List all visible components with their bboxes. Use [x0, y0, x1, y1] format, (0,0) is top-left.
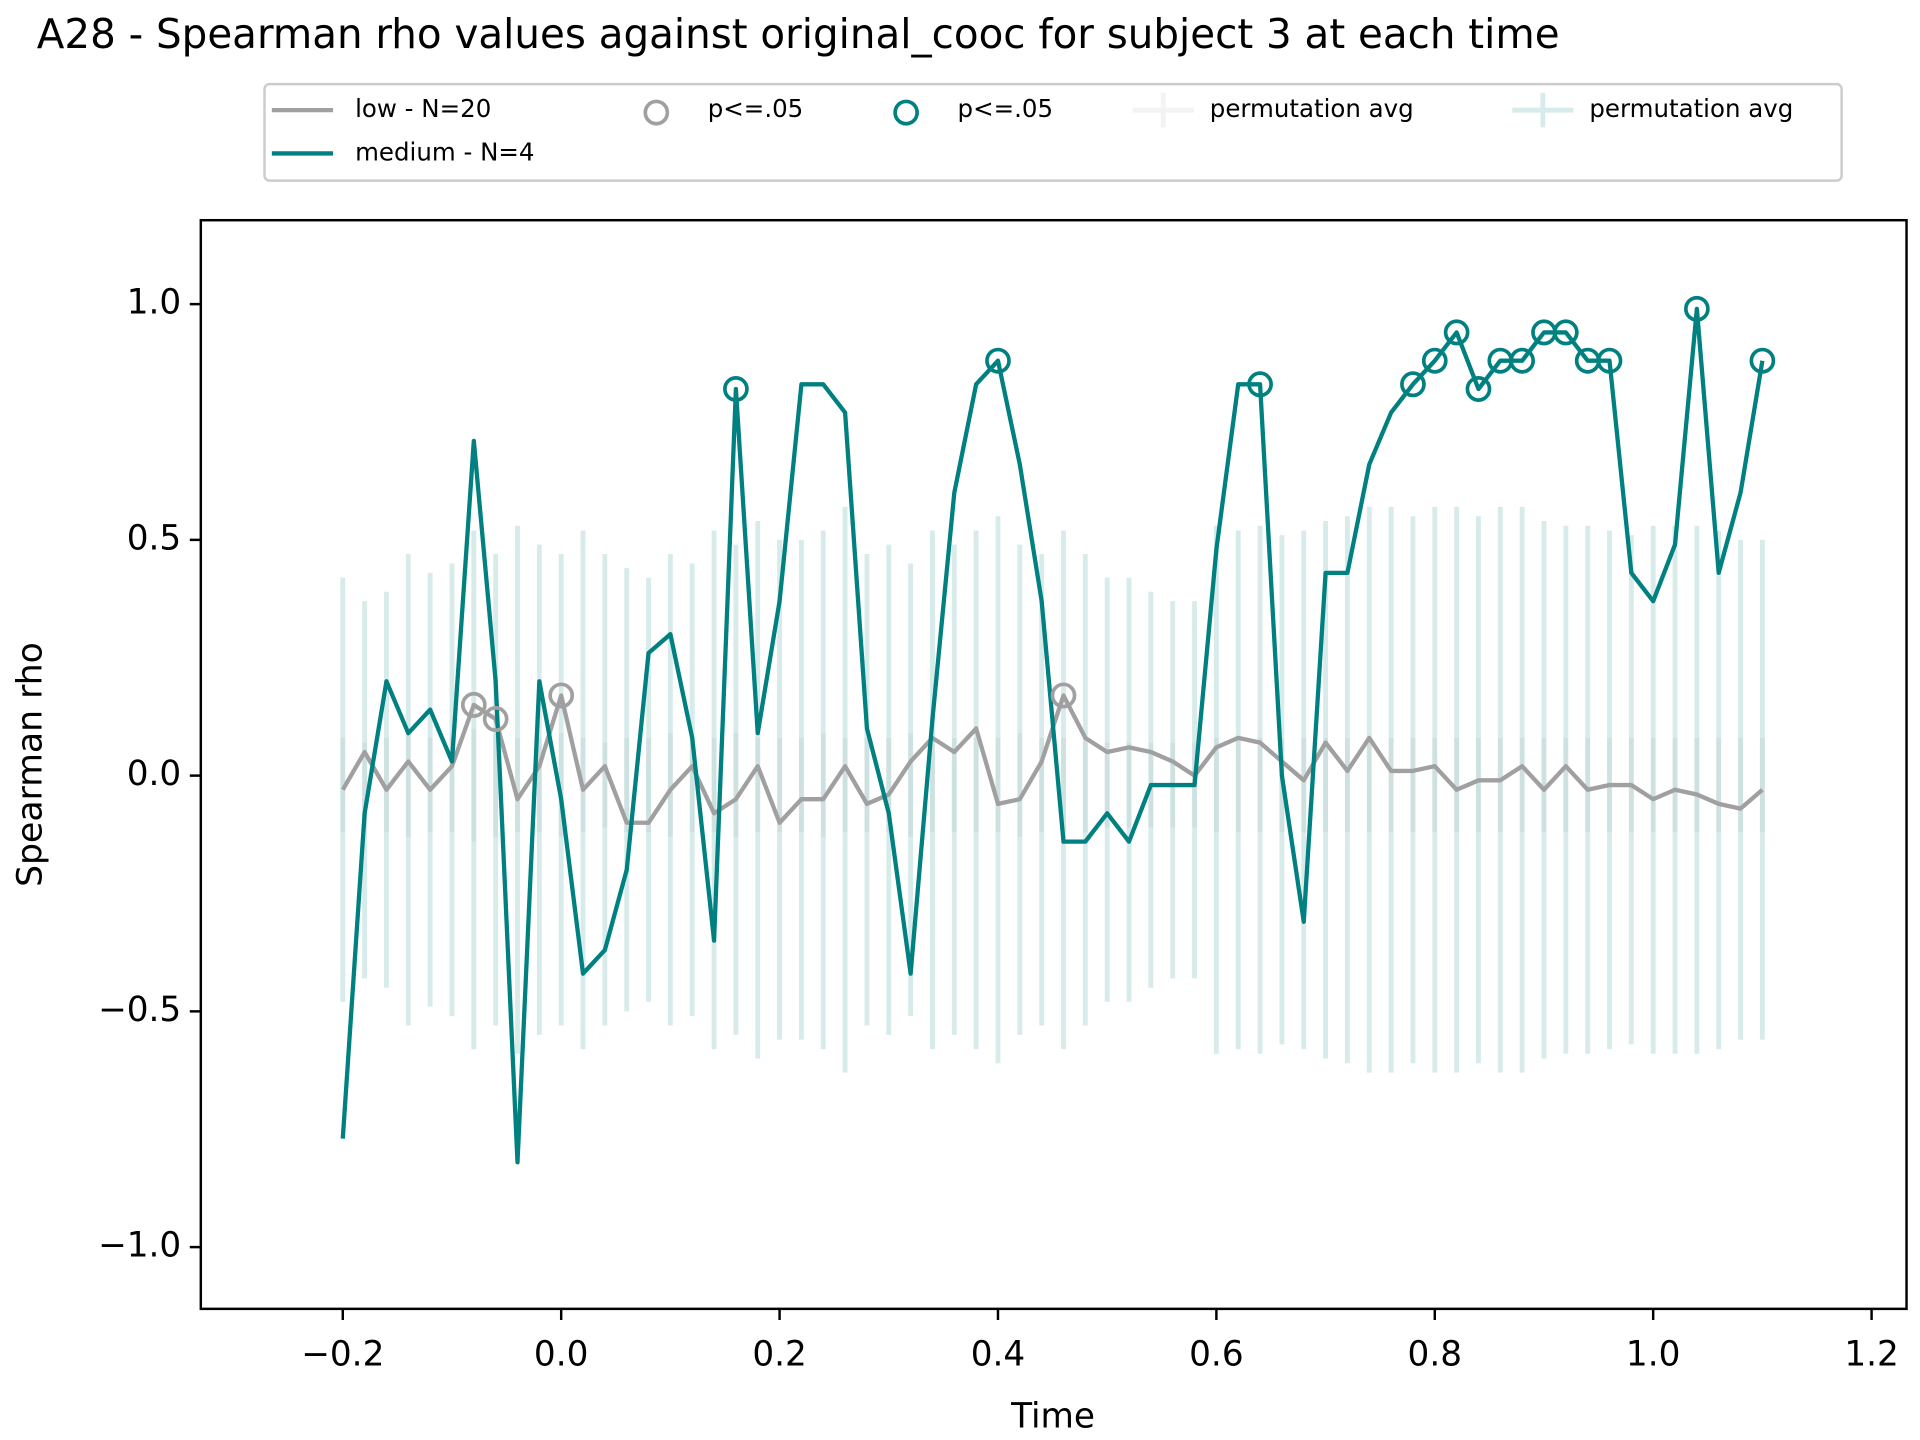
y-tick-label: −1.0 [98, 1225, 181, 1265]
significance-marker [1443, 319, 1470, 346]
legend-label: permutation avg [1589, 94, 1793, 123]
plot-area [340, 295, 1776, 1165]
x-axis-label: Time [1010, 1396, 1095, 1436]
significance-marker [1596, 347, 1623, 374]
x-tick-label: 1.2 [1844, 1334, 1899, 1374]
legend-label: permutation avg [1210, 94, 1414, 123]
errorbar-series [340, 728, 1765, 842]
legend-swatch [643, 99, 670, 126]
x-tick-label: 0.6 [1189, 1334, 1244, 1374]
y-tick-label: −0.5 [98, 990, 181, 1030]
y-tick-label: 0.5 [127, 518, 182, 558]
x-tick-label: 0.0 [534, 1334, 589, 1374]
legend-label: p<=.05 [958, 94, 1054, 123]
significance-marker [548, 682, 575, 709]
y-tick-label: 0.0 [127, 754, 182, 794]
significance-marker [482, 706, 509, 733]
chart-title: A28 - Spearman rho values against origin… [37, 10, 1560, 58]
x-tick-label: 0.8 [1408, 1334, 1463, 1374]
legend-box [263, 82, 1843, 182]
data-line [340, 306, 1765, 1165]
significance-marker [1400, 371, 1426, 398]
errorbar-series [340, 506, 1765, 1073]
x-tick-label: −0.2 [301, 1334, 384, 1374]
axes-frame [199, 218, 1908, 1311]
y-tick-label: 1.0 [127, 283, 182, 323]
legend-swatch [1512, 92, 1574, 128]
legend-swatch [1132, 92, 1194, 128]
y-axis-label: Spearman rho [10, 642, 50, 887]
significance-marker [1684, 295, 1710, 322]
significance-marker [460, 691, 487, 718]
x-tick-label: 0.2 [752, 1334, 807, 1374]
legend-label: medium - N=4 [355, 137, 534, 166]
significance-marker [1247, 371, 1273, 398]
significance-marker [1421, 347, 1448, 374]
significance-marker [1465, 376, 1492, 402]
significance-marker [1749, 347, 1776, 374]
legend-swatch [893, 99, 919, 126]
significance-marker [1050, 682, 1077, 709]
significance-marker [985, 347, 1011, 374]
significance-marker [1552, 319, 1579, 346]
legend-label: low - N=20 [355, 94, 491, 123]
x-tick-label: 1.0 [1626, 1334, 1681, 1374]
x-tick-label: 0.4 [971, 1334, 1026, 1374]
significance-marker [723, 376, 749, 402]
significance-marker [1509, 347, 1536, 374]
legend-label: p<=.05 [708, 94, 804, 123]
